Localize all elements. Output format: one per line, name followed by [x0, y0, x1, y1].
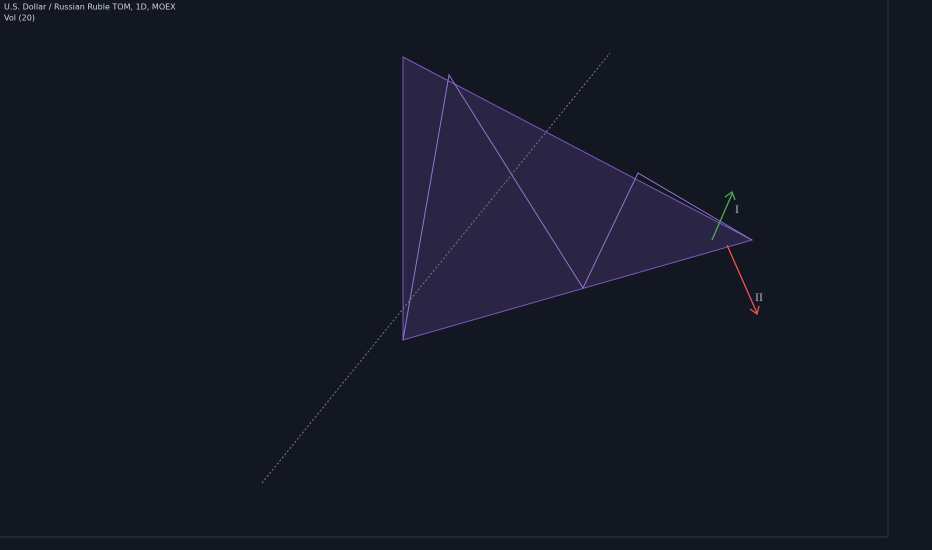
fib-trend-line — [261, 52, 611, 484]
arrow-up — [711, 193, 733, 241]
wave-label: II — [755, 290, 763, 304]
chart-title: U.S. Dollar / Russian Ruble TOM, 1D, MOE… — [4, 3, 176, 12]
time-axis — [0, 537, 932, 550]
abcd-lines — [402, 73, 753, 341]
price-axis — [888, 0, 932, 550]
arrow-head — [749, 305, 760, 316]
triangle-pattern — [402, 56, 754, 341]
wave-label: I — [735, 202, 739, 216]
volume-label: Vol (20) — [4, 14, 35, 23]
arrow-down — [726, 244, 758, 314]
arrow-head — [724, 190, 736, 201]
